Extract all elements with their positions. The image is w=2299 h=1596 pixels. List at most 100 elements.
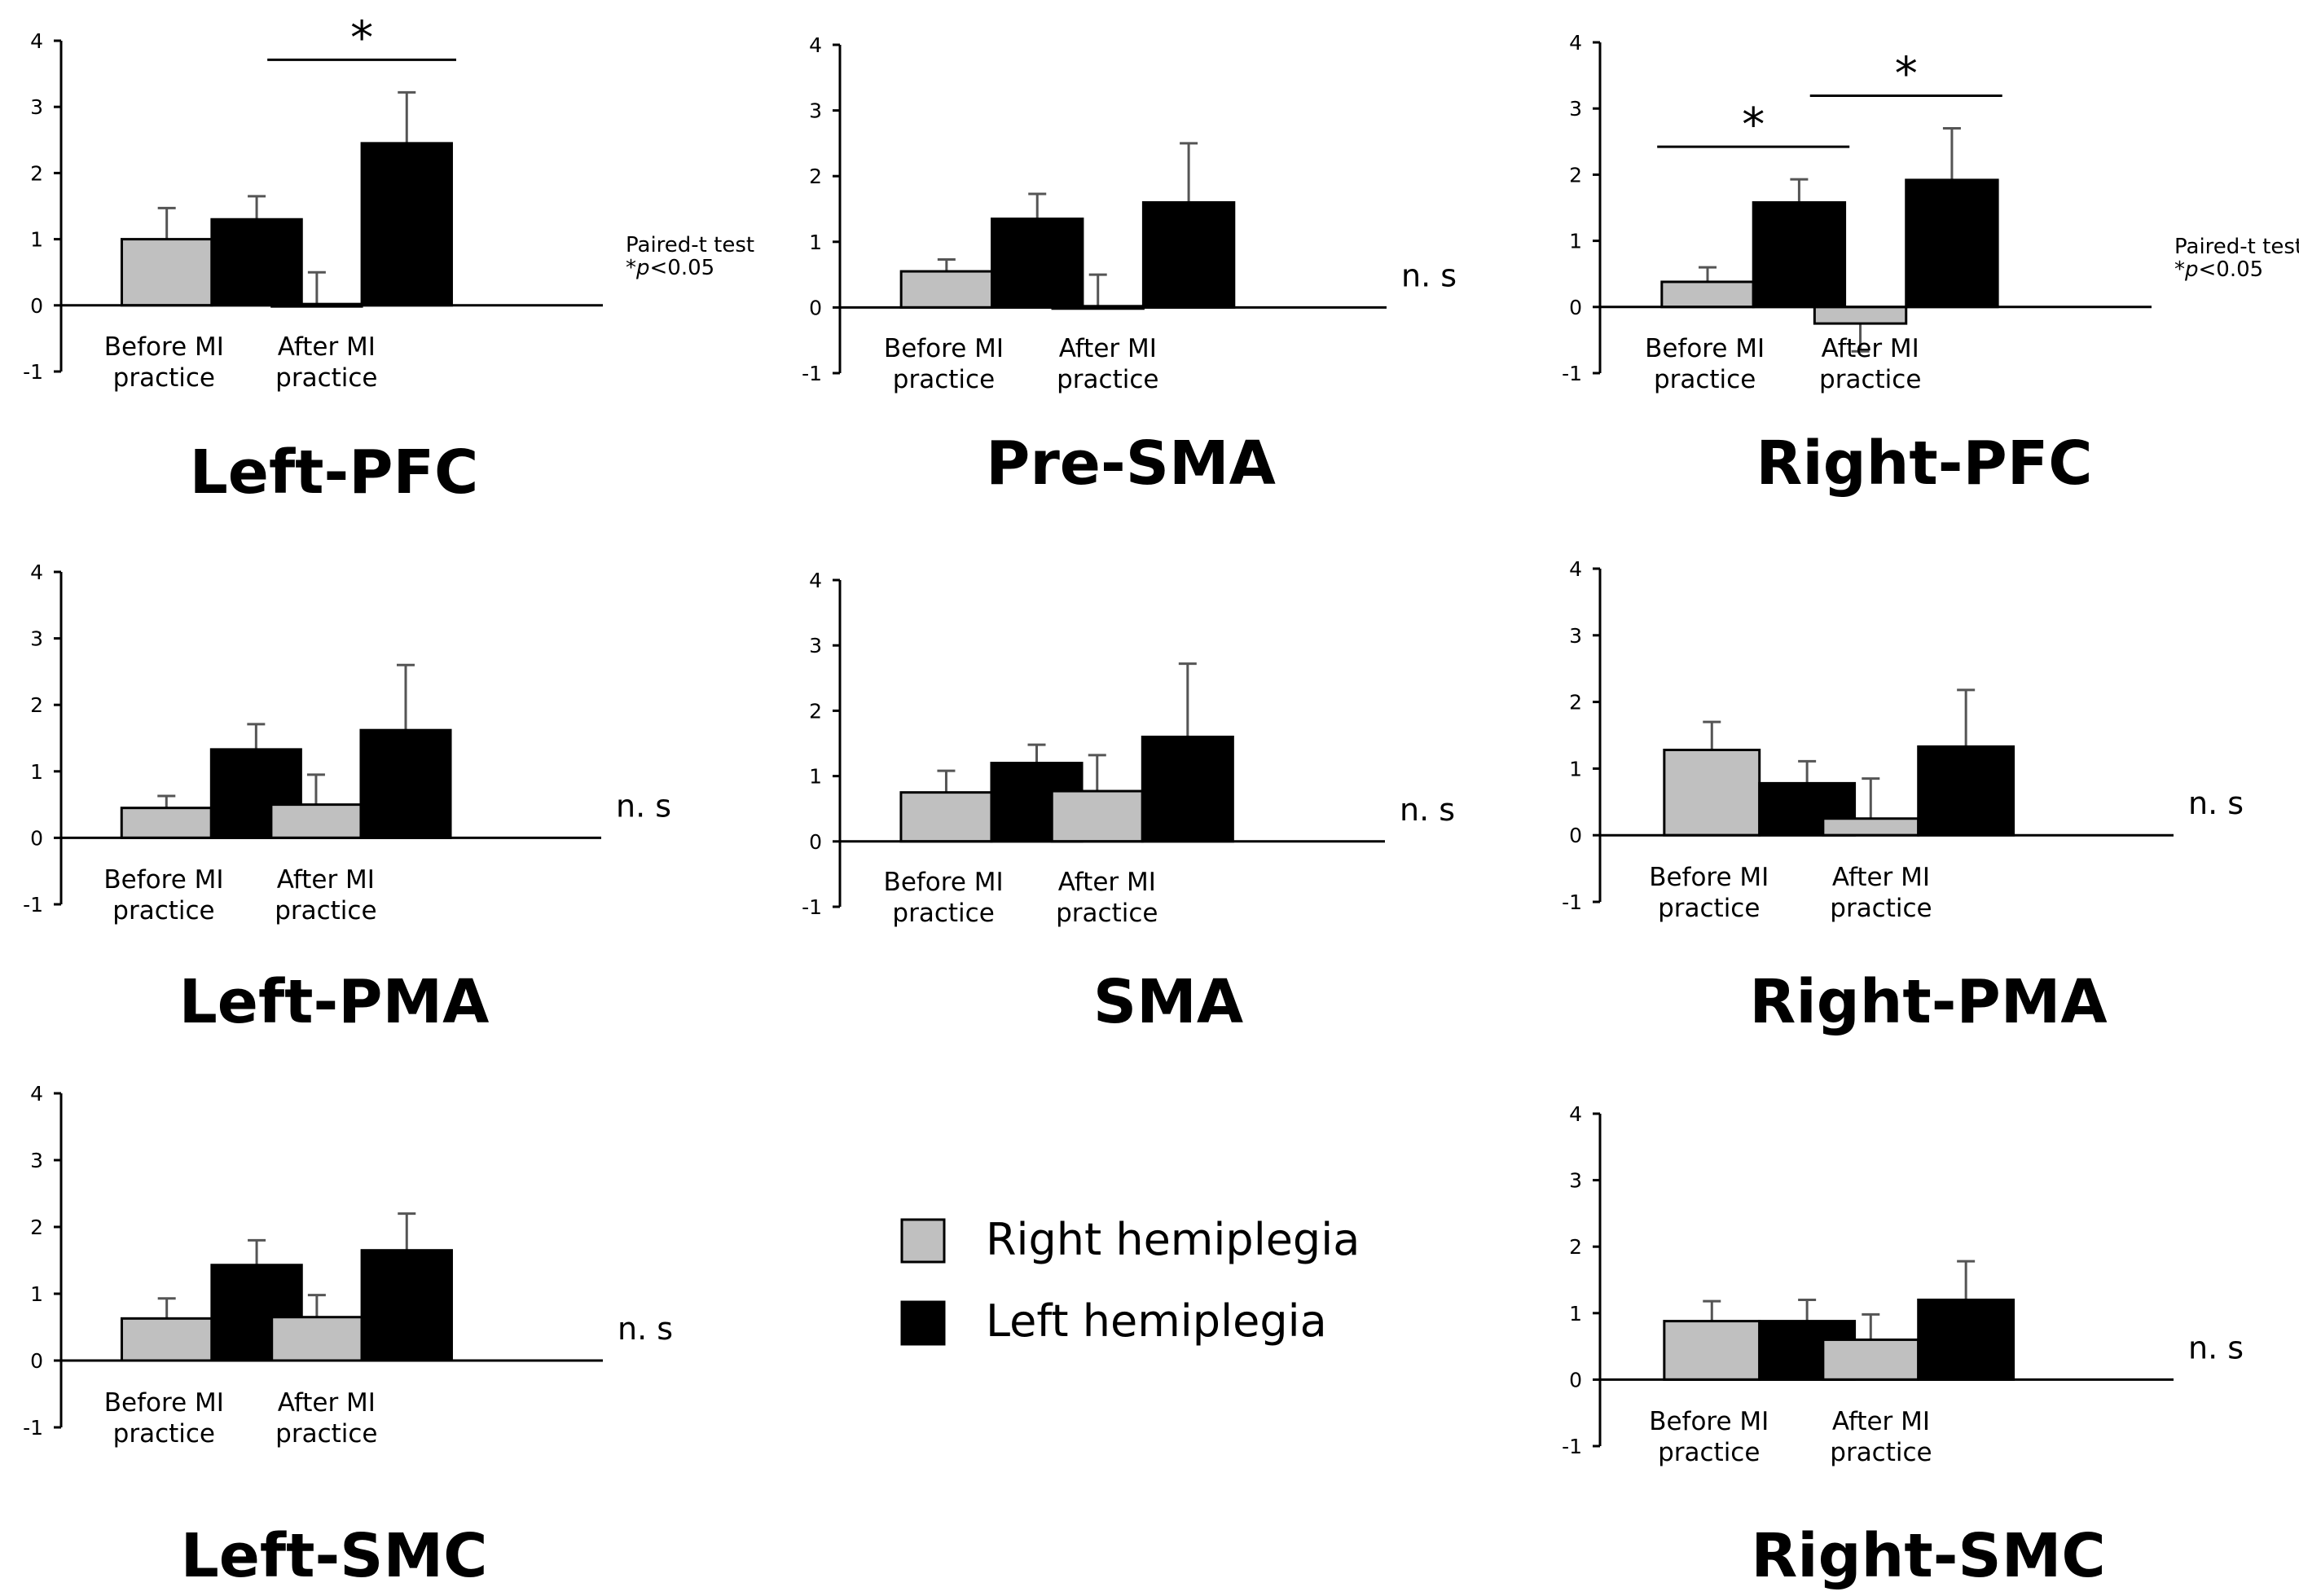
ns-label: n. s — [618, 1311, 673, 1347]
bar-right-hemiplegia — [1822, 817, 1920, 837]
y-tick-label: 2 — [1569, 1235, 1582, 1259]
bar-left-hemiplegia — [1905, 178, 1999, 309]
bar-right-hemiplegia — [270, 803, 363, 839]
y-tick-label: 3 — [30, 1149, 43, 1172]
category-label: practice — [275, 363, 377, 393]
y-tick-label: 2 — [1569, 691, 1582, 714]
y-tick-label: 3 — [1569, 624, 1582, 648]
bar-right-hemiplegia — [120, 1317, 213, 1362]
ns-label: n. s — [1400, 792, 1455, 828]
bar-left-hemiplegia — [360, 142, 453, 307]
y-tick-label: 1 — [809, 231, 822, 254]
category-label: After MI — [1832, 863, 1930, 892]
legend-label: Left hemiplegia — [986, 1295, 1327, 1347]
bar-right-hemiplegia — [1813, 306, 1908, 325]
y-tick-label: 3 — [30, 95, 43, 119]
bar-left-hemiplegia — [359, 728, 452, 839]
category-label: Before MI — [884, 868, 1004, 897]
bar-left-hemiplegia — [1917, 745, 2015, 837]
y-tick-label: 4 — [1569, 1102, 1582, 1126]
ns-label: n. s — [1401, 257, 1457, 293]
y-tick-label: 1 — [1569, 230, 1582, 253]
y-tick-label: 0 — [1569, 1368, 1582, 1392]
chart-title: SMA — [1093, 967, 1243, 1037]
chart-title: Right-SMC — [1751, 1521, 2105, 1591]
category-label: practice — [113, 1419, 215, 1449]
y-tick-label: -1 — [802, 895, 822, 919]
y-tick-label: -1 — [23, 893, 43, 917]
y-tick-label: 4 — [30, 29, 43, 53]
category-label: practice — [112, 896, 214, 926]
category-label: After MI — [278, 1388, 376, 1418]
bar-left-hemiplegia — [1141, 735, 1234, 843]
y-tick-label: 2 — [30, 693, 43, 717]
category-label: Before MI — [884, 334, 1004, 363]
y-tick-label: 0 — [809, 830, 822, 854]
bar-right-hemiplegia — [1822, 1338, 1920, 1381]
category-label: After MI — [1059, 334, 1157, 363]
significance-star: * — [1742, 99, 1765, 152]
y-tick-label: 2 — [809, 699, 822, 723]
chart-title: Left-PFC — [190, 437, 479, 508]
legend-label: Right hemiplegia — [986, 1214, 1360, 1265]
y-tick-label: -1 — [802, 362, 822, 385]
bar-right-hemiplegia — [120, 238, 213, 307]
category-label: Before MI — [103, 865, 223, 895]
y-tick-label: 1 — [30, 760, 43, 784]
category-label: Before MI — [1649, 1407, 1769, 1436]
significance-note-p: *p<0.05 — [2174, 257, 2263, 282]
y-tick-label: 3 — [30, 627, 43, 651]
category-label: practice — [1819, 365, 1921, 394]
y-tick-label: 0 — [1569, 296, 1582, 319]
y-tick-label: 3 — [1569, 97, 1582, 121]
bar-right-hemiplegia — [120, 807, 213, 839]
category-label: After MI — [1832, 1407, 1930, 1436]
category-label: practice — [1056, 899, 1158, 928]
y-tick-label: -1 — [1562, 362, 1582, 385]
y-tick-label: 4 — [1569, 557, 1582, 581]
bar-left-hemiplegia — [1141, 200, 1236, 309]
chart-title: Right-PFC — [1756, 429, 2092, 499]
y-tick-label: 0 — [1569, 824, 1582, 847]
y-tick-label: 2 — [30, 161, 43, 185]
bar-left-hemiplegia — [360, 1249, 453, 1362]
significance-note: Paired-t test — [2174, 235, 2299, 259]
bar-right-hemiplegia — [1663, 748, 1761, 837]
y-tick-label: 2 — [809, 165, 822, 188]
significance-note: Paired-t test — [626, 233, 754, 257]
category-label: After MI — [278, 332, 376, 362]
bar-right-hemiplegia — [1050, 789, 1144, 843]
category-label: After MI — [1822, 334, 1919, 363]
category-label: practice — [1830, 894, 1932, 923]
y-tick-label: -1 — [1562, 890, 1582, 914]
category-label: practice — [275, 1419, 377, 1449]
category-label: practice — [1654, 365, 1756, 394]
y-tick-label: 1 — [809, 765, 822, 789]
y-tick-label: 0 — [30, 826, 43, 850]
category-label: Before MI — [1649, 863, 1769, 892]
chart-title: Right-PMA — [1749, 967, 2107, 1037]
y-tick-label: 3 — [1569, 1169, 1582, 1193]
legend-swatch-left-hemiplegia — [900, 1300, 946, 1346]
y-tick-label: -1 — [23, 360, 43, 384]
y-tick-label: 2 — [1569, 163, 1582, 187]
y-tick-label: -1 — [1562, 1435, 1582, 1458]
legend: Right hemiplegia Left hemiplegia — [900, 1214, 1360, 1347]
bar-right-hemiplegia — [1660, 280, 1755, 309]
y-tick-label: 0 — [30, 294, 43, 318]
category-label: practice — [113, 363, 215, 393]
bar-left-hemiplegia — [991, 218, 1084, 309]
bar-left-hemiplegia — [1917, 1298, 2015, 1381]
significance-note-p: *p<0.05 — [626, 256, 714, 280]
y-tick-label: 3 — [809, 634, 822, 657]
ns-label: n. s — [2188, 785, 2244, 821]
significance-star: * — [350, 11, 373, 64]
chart-title: Pre-SMA — [986, 429, 1276, 499]
